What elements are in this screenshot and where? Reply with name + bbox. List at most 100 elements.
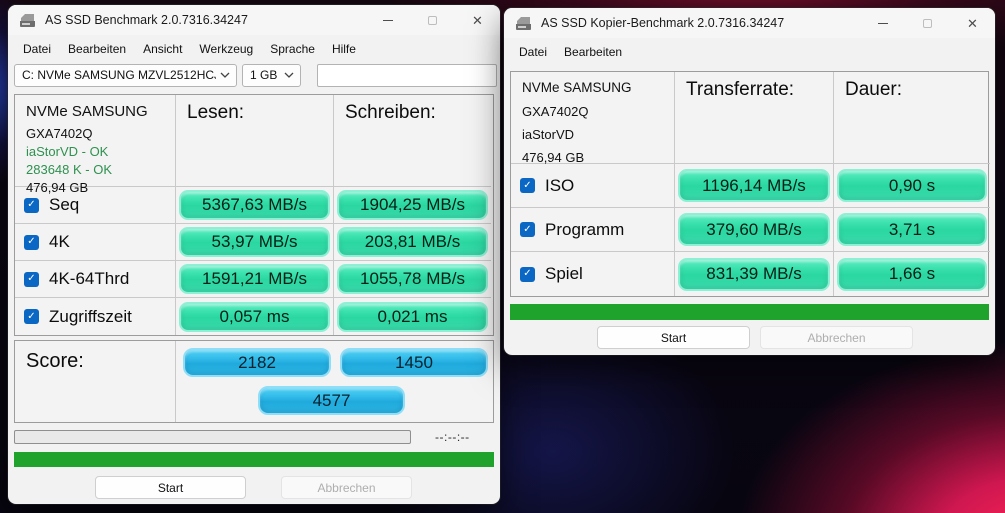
iso-duration-value: 0,90 s bbox=[837, 169, 987, 202]
score-read-value: 2182 bbox=[183, 348, 331, 377]
drive-driver: iaStorVD bbox=[522, 127, 575, 142]
row-iso: ✓ ISO bbox=[511, 164, 675, 208]
button-row: Start Abbrechen bbox=[8, 476, 500, 499]
minimize-button[interactable] bbox=[365, 5, 410, 35]
menu-hilfe[interactable]: Hilfe bbox=[331, 41, 356, 56]
drive-firmware: GXA7402Q bbox=[26, 126, 93, 141]
benchmark-titlebar[interactable]: AS SSD Benchmark 2.0.7316.34247 ✕ bbox=[8, 5, 500, 35]
window-title: AS SSD Benchmark 2.0.7316.34247 bbox=[45, 13, 248, 27]
check-icon: ✓ bbox=[523, 179, 532, 191]
start-button[interactable]: Start bbox=[597, 326, 750, 349]
drive-capacity: 476,94 GB bbox=[26, 180, 89, 195]
4k64thrd-read-cell: 1591,21 MB/s bbox=[176, 261, 334, 298]
menu-werkzeug[interactable]: Werkzeug bbox=[199, 41, 254, 56]
row-4k-label: 4K bbox=[49, 232, 70, 251]
copy-benchmark-titlebar[interactable]: AS SSD Kopier-Benchmark 2.0.7316.34247 ✕ bbox=[504, 8, 995, 38]
row-spiel: ✓ Spiel bbox=[511, 252, 675, 296]
spiel-duration-cell: 1,66 s bbox=[834, 252, 990, 296]
check-icon: ✓ bbox=[27, 273, 36, 284]
score-write-value: 1450 bbox=[340, 348, 488, 377]
row-4k64thrd: ✓ 4K-64Thrd bbox=[15, 261, 176, 298]
copy-benchmark-table: NVMe SAMSUNG GXA7402Q iaStorVD 476,94 GB… bbox=[510, 71, 990, 297]
seq-write-cell: 1904,25 MB/s bbox=[334, 187, 491, 224]
zugriffszeit-write-cell: 0,021 ms bbox=[334, 298, 491, 335]
iso-checkbox[interactable]: ✓ bbox=[520, 178, 535, 193]
start-button[interactable]: Start bbox=[95, 476, 246, 499]
column-header-dauer: Dauer: bbox=[834, 72, 990, 164]
maximize-icon bbox=[923, 18, 932, 28]
score-total-value: 4577 bbox=[258, 386, 405, 415]
iso-duration-cell: 0,90 s bbox=[834, 164, 990, 208]
close-icon: ✕ bbox=[472, 12, 483, 28]
menu-bearbeiten[interactable]: Bearbeiten bbox=[68, 41, 127, 56]
controls-row: C: NVMe SAMSUNG MZVL2512HCJQ-00 1 GB bbox=[8, 62, 500, 88]
drive-info-panel: NVMe SAMSUNG GXA7402Q iaStorVD - OK 2836… bbox=[15, 95, 176, 195]
close-button[interactable]: ✕ bbox=[455, 5, 500, 35]
test-size-value: 1 GB bbox=[250, 68, 278, 82]
menu-bearbeiten[interactable]: Bearbeiten bbox=[564, 44, 623, 59]
iso-rate-value: 1196,14 MB/s bbox=[678, 169, 830, 202]
zugriffszeit-read-cell: 0,057 ms bbox=[176, 298, 334, 335]
check-icon: ✓ bbox=[27, 236, 36, 247]
maximize-button[interactable] bbox=[905, 8, 950, 38]
4k-checkbox[interactable]: ✓ bbox=[24, 234, 39, 250]
4k64thrd-write-value: 1055,78 MB/s bbox=[337, 264, 488, 294]
drive-model: NVMe SAMSUNG bbox=[26, 103, 148, 120]
menu-ansicht[interactable]: Ansicht bbox=[143, 41, 183, 56]
check-icon: ✓ bbox=[523, 268, 532, 279]
zugriffszeit-write-value: 0,021 ms bbox=[337, 301, 488, 332]
zugriffszeit-checkbox[interactable]: ✓ bbox=[24, 309, 39, 324]
column-header-transferrate: Transferrate: bbox=[675, 72, 834, 164]
driver-status: iaStorVD - OK bbox=[26, 144, 109, 159]
offset-status: 283648 K - OK bbox=[26, 162, 112, 177]
drive-capacity: 476,94 GB bbox=[522, 150, 585, 165]
chevron-down-icon bbox=[220, 72, 230, 78]
seq-read-value: 5367,63 MB/s bbox=[179, 190, 330, 220]
menu-bar: Datei Bearbeiten Ansicht Werkzeug Sprach… bbox=[8, 35, 500, 62]
menu-datei[interactable]: Datei bbox=[23, 41, 52, 56]
seq-write-value: 1904,25 MB/s bbox=[337, 190, 488, 220]
programm-checkbox[interactable]: ✓ bbox=[520, 222, 535, 237]
status-field[interactable] bbox=[317, 63, 497, 87]
menu-sprache[interactable]: Sprache bbox=[270, 41, 315, 56]
row-zugriffszeit: ✓ Zugriffszeit bbox=[15, 298, 176, 335]
drive-info-panel: NVMe SAMSUNG GXA7402Q iaStorVD 476,94 GB bbox=[511, 72, 675, 165]
cancel-button[interactable]: Abbrechen bbox=[281, 476, 412, 499]
row-programm-label: Programm bbox=[545, 219, 625, 239]
score-label: Score: bbox=[15, 341, 176, 422]
maximize-icon bbox=[428, 15, 437, 25]
minimize-icon bbox=[877, 22, 888, 24]
test-size-select[interactable]: 1 GB bbox=[242, 63, 301, 87]
row-seq-label: Seq bbox=[49, 195, 80, 214]
cancel-button[interactable]: Abbrechen bbox=[760, 326, 913, 349]
zugriffszeit-read-value: 0,057 ms bbox=[179, 301, 330, 332]
menu-bar: Datei Bearbeiten bbox=[504, 38, 995, 65]
close-button[interactable]: ✕ bbox=[950, 8, 995, 38]
spiel-rate-cell: 831,39 MB/s bbox=[675, 252, 834, 296]
spiel-checkbox[interactable]: ✓ bbox=[520, 266, 535, 282]
4k-write-cell: 203,81 MB/s bbox=[334, 224, 491, 261]
overall-progress-bar bbox=[14, 452, 494, 467]
check-icon: ✓ bbox=[27, 310, 36, 322]
progress-row: --:--:-- bbox=[14, 430, 494, 444]
chevron-down-icon bbox=[284, 72, 294, 78]
spiel-rate-value: 831,39 MB/s bbox=[678, 257, 830, 291]
iso-rate-cell: 1196,14 MB/s bbox=[675, 164, 834, 208]
column-header-read: Lesen: bbox=[176, 95, 334, 187]
row-seq: ✓ Seq bbox=[15, 187, 176, 224]
minimize-button[interactable] bbox=[860, 8, 905, 38]
seq-checkbox[interactable]: ✓ bbox=[24, 197, 39, 213]
maximize-button[interactable] bbox=[410, 5, 455, 35]
4k64thrd-write-cell: 1055,78 MB/s bbox=[334, 261, 491, 298]
minimize-icon bbox=[382, 19, 393, 21]
4k-read-value: 53,97 MB/s bbox=[179, 227, 330, 257]
4k64thrd-read-value: 1591,21 MB/s bbox=[179, 264, 330, 294]
4k64thrd-checkbox[interactable]: ✓ bbox=[24, 271, 39, 287]
menu-datei[interactable]: Datei bbox=[519, 44, 548, 59]
elapsed-timer: --:--:-- bbox=[435, 430, 470, 444]
programm-duration-value: 3,71 s bbox=[837, 213, 987, 246]
4k-write-value: 203,81 MB/s bbox=[337, 227, 488, 257]
drive-model: NVMe SAMSUNG bbox=[522, 80, 632, 95]
drive-select[interactable]: C: NVMe SAMSUNG MZVL2512HCJQ-00 bbox=[14, 63, 237, 87]
